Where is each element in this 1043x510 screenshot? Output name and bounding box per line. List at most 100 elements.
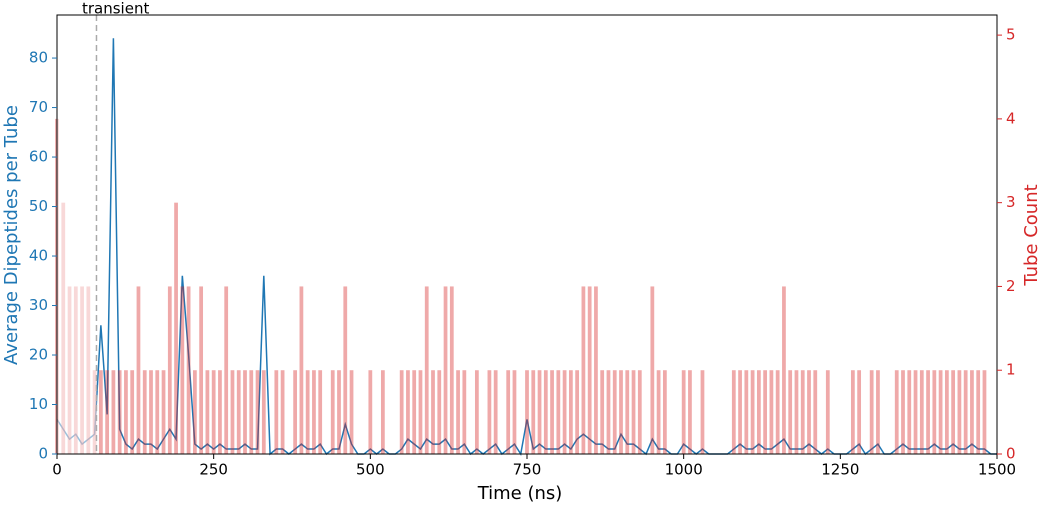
bar xyxy=(531,370,536,454)
bar xyxy=(149,370,153,454)
bar xyxy=(255,370,260,454)
bar xyxy=(976,370,981,454)
bar xyxy=(117,370,122,454)
bar xyxy=(594,286,598,454)
bar xyxy=(619,370,623,454)
bar xyxy=(744,370,749,454)
bar xyxy=(788,370,793,454)
bar xyxy=(951,370,956,454)
bar xyxy=(243,370,247,454)
bar xyxy=(869,370,874,454)
y2-tick-label: 2 xyxy=(1006,277,1016,295)
y-tick-label: 80 xyxy=(29,49,48,67)
x-axis-label: Time (ns) xyxy=(477,483,563,504)
bar xyxy=(537,370,542,454)
bar xyxy=(280,370,285,454)
bar xyxy=(556,370,561,454)
bar xyxy=(876,370,880,454)
bar xyxy=(913,370,918,454)
bar xyxy=(449,286,454,454)
bar xyxy=(380,370,385,454)
bar xyxy=(418,370,423,454)
bar xyxy=(456,370,460,454)
bar xyxy=(650,286,655,454)
bar xyxy=(525,370,529,454)
bar xyxy=(681,370,686,454)
bar xyxy=(174,202,178,454)
y2-tick-label: 3 xyxy=(1006,193,1016,211)
bar xyxy=(575,370,580,454)
bar xyxy=(330,370,335,454)
bar xyxy=(487,370,492,454)
bar xyxy=(656,370,661,454)
bar xyxy=(769,370,774,454)
x-tick-label: 1000 xyxy=(665,461,703,479)
y2-tick-label: 0 xyxy=(1006,445,1016,463)
x-tick-label: 500 xyxy=(356,461,385,479)
y-tick-label: 50 xyxy=(29,197,48,215)
annotation: transient xyxy=(82,0,149,18)
bar xyxy=(399,370,404,454)
bar xyxy=(368,370,373,454)
bar xyxy=(637,370,642,454)
bar xyxy=(130,370,135,454)
bar xyxy=(919,370,924,454)
bar xyxy=(850,370,855,454)
bar xyxy=(111,370,116,454)
bar xyxy=(944,370,949,454)
bar xyxy=(631,370,636,454)
bar xyxy=(236,370,241,454)
bar xyxy=(700,370,705,454)
y-tick-label: 10 xyxy=(29,395,48,413)
y-axis-label: Average Dipeptides per Tube xyxy=(1,105,22,365)
bar xyxy=(550,370,554,454)
bar xyxy=(907,370,912,454)
bar xyxy=(312,370,316,454)
bar xyxy=(825,370,830,454)
bar xyxy=(662,370,667,454)
bar xyxy=(901,370,905,454)
y-tick-label: 20 xyxy=(29,346,48,364)
bar xyxy=(493,370,498,454)
bar xyxy=(199,286,204,454)
bar xyxy=(155,370,160,454)
y2-tick-label: 5 xyxy=(1006,26,1016,44)
bar xyxy=(167,286,172,454)
bar xyxy=(982,370,987,454)
x-tick-label: 250 xyxy=(199,461,228,479)
bar xyxy=(161,370,166,454)
bar xyxy=(180,286,185,454)
bar xyxy=(462,370,467,454)
bar xyxy=(688,370,692,454)
bar xyxy=(625,370,630,454)
bar xyxy=(443,286,448,454)
bar xyxy=(750,370,755,454)
bar xyxy=(506,370,511,454)
bar xyxy=(738,370,742,454)
bar xyxy=(124,370,128,454)
bar xyxy=(412,370,417,454)
transient-fade xyxy=(57,15,97,454)
bar xyxy=(98,370,103,454)
bar xyxy=(756,370,761,454)
bar xyxy=(186,286,191,454)
bar xyxy=(474,370,479,454)
bar xyxy=(299,286,304,454)
bar xyxy=(105,370,110,454)
bar xyxy=(437,370,442,454)
y2-axis-label: Tube Count xyxy=(1021,184,1042,286)
bar xyxy=(957,370,962,454)
bar xyxy=(963,370,968,454)
bar xyxy=(562,370,567,454)
bar xyxy=(343,286,348,454)
bar xyxy=(763,370,768,454)
bar xyxy=(192,370,197,454)
y-tick-label: 30 xyxy=(29,296,48,314)
bar xyxy=(731,370,736,454)
y-tick-label: 0 xyxy=(38,445,48,463)
y-tick-label: 70 xyxy=(29,98,48,116)
bar xyxy=(261,370,266,454)
bar xyxy=(318,370,323,454)
